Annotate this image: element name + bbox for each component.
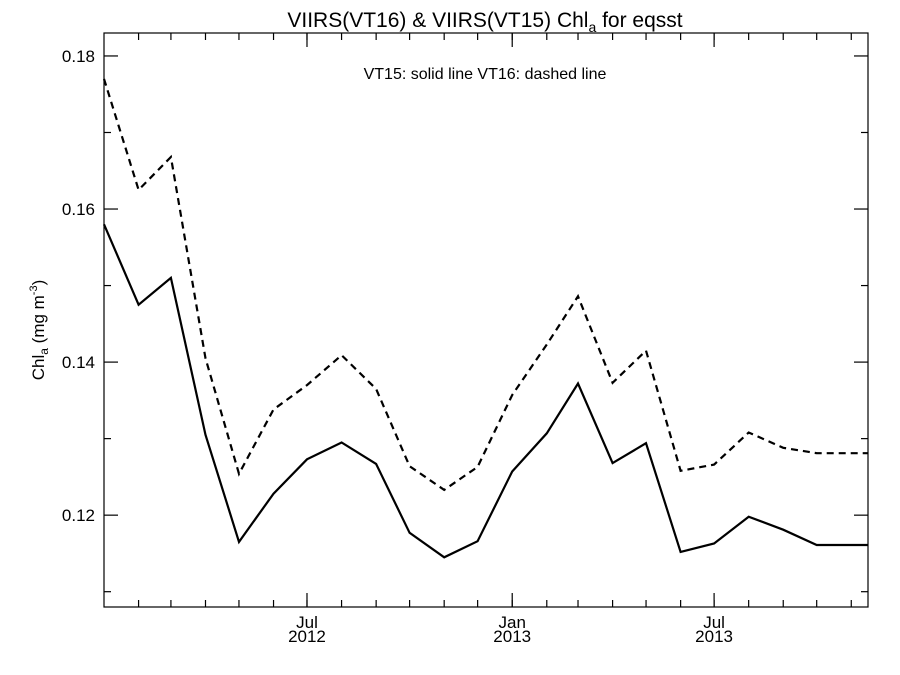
chart-title-suffix: for eqsst <box>596 9 683 32</box>
plot-frame <box>103 32 869 608</box>
y-axis-label-main: Chl <box>29 355 48 381</box>
y-axis-label-unit-close: ) <box>29 280 48 286</box>
series-line-vt15 <box>102 223 868 559</box>
x-tick-label-year: 2013 <box>493 627 531 646</box>
y-axis-label-unit-superscript: -3 <box>28 285 40 295</box>
x-tick-label-year: 2013 <box>695 627 733 646</box>
y-axis-label-subscript: a <box>37 348 51 355</box>
x-tick-label-month: Jul <box>703 613 725 632</box>
chart-title-subscript: a <box>588 19 596 35</box>
y-axis-label: Chla (mg m-3) <box>28 280 51 381</box>
series-line-vt16 <box>102 78 868 492</box>
x-tick-label-month: Jul <box>296 613 318 632</box>
y-tick-label: 0.12 <box>62 506 95 525</box>
y-tick-label: 0.18 <box>62 47 95 66</box>
chart-title-main: VIIRS(VT16) & VIIRS(VT15) Chl <box>287 9 588 32</box>
y-tick-label: 0.16 <box>62 200 95 219</box>
chart-title: VIIRS(VT16) & VIIRS(VT15) Chla for eqsst <box>287 9 682 35</box>
x-tick-label-year: 2012 <box>288 627 326 646</box>
x-tick-label-month: Jan <box>498 613 525 632</box>
y-tick-label: 0.14 <box>62 353 95 372</box>
y-axis-label-unit: (mg m <box>29 295 48 348</box>
series-style-note: VT15: solid line VT16: dashed line <box>364 66 607 83</box>
